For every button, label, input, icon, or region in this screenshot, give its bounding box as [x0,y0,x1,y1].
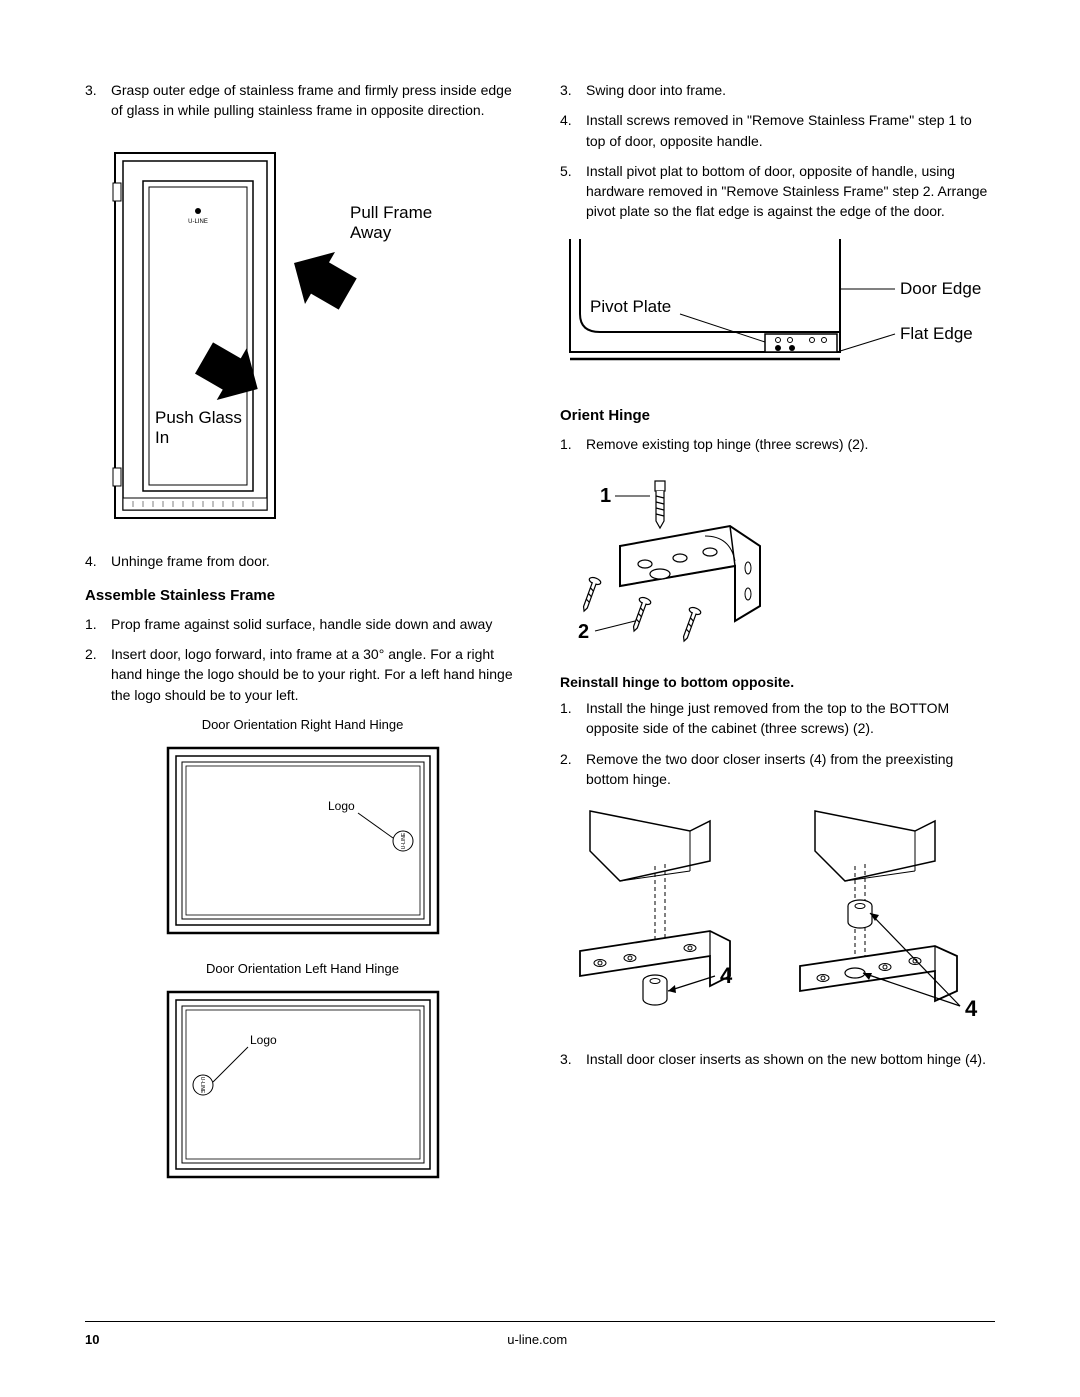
caption: Door Orientation Right Hand Hinge [85,717,520,732]
label-flat-edge: Flat Edge [900,324,973,343]
list-number: 3. [85,80,111,121]
section-heading: Orient Hinge [560,407,995,424]
list-item: 4. Unhinge frame from door. [85,551,520,571]
list-item: 2. Remove the two door closer inserts (4… [560,749,995,790]
figure-top-hinge: 1 2 [560,466,995,656]
list-item: 1. Remove existing top hinge (three scre… [560,434,995,454]
caption: Door Orientation Left Hand Hinge [85,961,520,976]
list-item: 3. Grasp outer edge of stainless frame a… [85,80,520,121]
page-footer: 10 u-line.com [85,1321,995,1347]
list-number: 2. [85,644,111,705]
list-number: 1. [85,614,111,634]
svg-text:U-LINE: U-LINE [188,219,208,225]
list-number: 1. [560,434,586,454]
list-text: Unhinge frame from door. [111,551,520,571]
list-text: Remove existing top hinge (three screws)… [586,434,995,454]
list-text: Install the hinge just removed from the … [586,698,995,739]
list-text: Prop frame against solid surface, handle… [111,614,520,634]
figure-door-rh: Door Orientation Right Hand Hinge U-LINE… [85,717,520,943]
list-number: 3. [560,80,586,100]
list-item: 3. Install door closer inserts as shown … [560,1049,995,1069]
svg-text:U-LINE: U-LINE [401,832,407,849]
page-content: 3. Grasp outer edge of stainless frame a… [0,0,1080,1265]
diagram-door-lh: U-LINE Logo [158,982,448,1187]
list-text: Install pivot plat to bottom of door, op… [586,161,995,222]
list-number: 3. [560,1049,586,1069]
diagram-pivot: Door Edge Pivot Plate Flat Edge [560,234,1000,389]
list-text: Insert door, logo forward, into frame at… [111,644,520,705]
list-text: Swing door into frame. [586,80,995,100]
diagram-door-rh: U-LINE Logo [158,738,448,943]
list-item: 3. Swing door into frame. [560,80,995,100]
list-item: 1. Install the hinge just removed from t… [560,698,995,739]
logo-label: Logo [250,1033,277,1047]
left-column: 3. Grasp outer edge of stainless frame a… [85,80,520,1205]
diagram-bottom-hinge: 4 [560,801,1000,1031]
label-door-edge: Door Edge [900,279,981,298]
logo-label: Logo [328,799,355,813]
svg-text:U-LINE: U-LINE [199,1077,205,1094]
list-number: 5. [560,161,586,222]
figure-door-lh: Door Orientation Left Hand Hinge U-LINE … [85,961,520,1187]
callout-4b: 4 [965,996,978,1021]
section-heading: Assemble Stainless Frame [85,587,520,604]
diagram-hinge: 1 2 [560,466,810,656]
list-text: Grasp outer edge of stainless frame and … [111,80,520,121]
list-number: 1. [560,698,586,739]
right-column: 3. Swing door into frame. 4. Install scr… [560,80,995,1205]
list-text: Install door closer inserts as shown on … [586,1049,995,1069]
list-text: Remove the two door closer inserts (4) f… [586,749,995,790]
figure-pivot-plate: Door Edge Pivot Plate Flat Edge [560,234,995,389]
page-number: 10 [85,1332,99,1347]
label-pivot-plate: Pivot Plate [590,297,671,316]
footer-site: u-line.com [507,1332,567,1347]
figure-bottom-hinge: 4 [560,801,995,1031]
list-number: 2. [560,749,586,790]
callout-2: 2 [578,621,589,643]
list-item: 4. Install screws removed in "Remove Sta… [560,110,995,151]
list-item: 2. Insert door, logo forward, into frame… [85,644,520,705]
diagram-glass-frame: U-LINE [85,133,445,533]
callout-4a: 4 [720,963,733,988]
list-number: 4. [85,551,111,571]
list-item: 5. Install pivot plat to bottom of door,… [560,161,995,222]
list-item: 1. Prop frame against solid surface, han… [85,614,520,634]
sub-heading: Reinstall hinge to bottom opposite. [560,674,995,690]
figure-pull-push: U-LINE [85,133,520,533]
callout-1: 1 [600,485,611,507]
label-pull-frame: Pull Frame Away [350,203,437,242]
list-text: Install screws removed in "Remove Stainl… [586,110,995,151]
list-number: 4. [560,110,586,151]
